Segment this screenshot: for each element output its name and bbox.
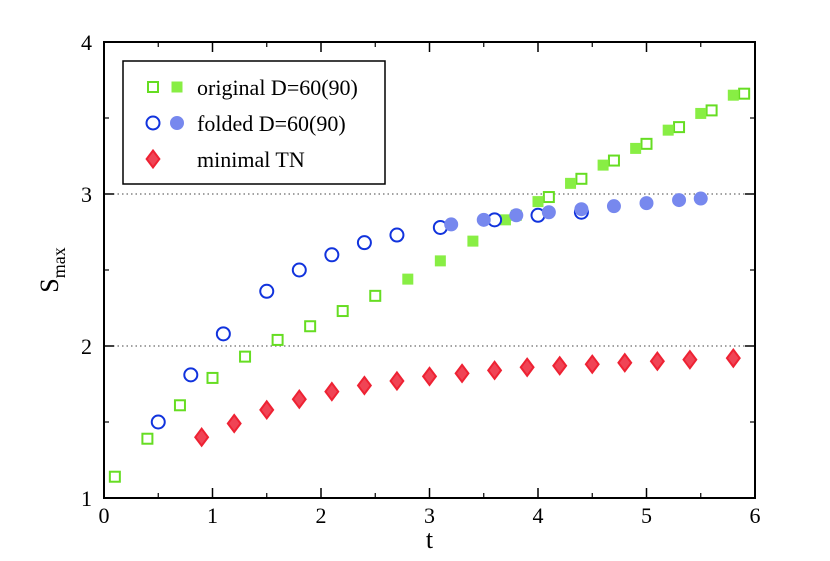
point-folded-d-60: [356, 235, 372, 251]
series-original-d-60: [108, 87, 751, 483]
legend-symbol: [171, 81, 183, 93]
y-axis-label: Smax: [35, 247, 69, 292]
point-minimal-tn: [259, 399, 275, 421]
legend-label-minimal-tn: minimal TN: [197, 147, 305, 172]
legend-symbol: [147, 81, 159, 93]
point-minimal-tn: [454, 363, 470, 384]
x-tick-label: 4: [533, 503, 544, 528]
point-folded-d-90: [444, 217, 459, 232]
series-minimal-tn: [194, 347, 741, 448]
series-original-d-90: [402, 89, 739, 285]
point-minimal-tn: [649, 351, 665, 372]
point-minimal-tn: [389, 370, 405, 392]
point-original-d-60: [607, 154, 620, 167]
y-tick-label: 3: [81, 182, 92, 207]
point-minimal-tn: [226, 413, 242, 434]
x-tick-label: 6: [750, 503, 761, 528]
point-folded-d-90: [574, 202, 589, 217]
point-folded-d-60: [215, 326, 231, 342]
point-minimal-tn: [194, 427, 210, 448]
x-tick-label: 5: [641, 503, 652, 528]
point-original-d-60: [336, 305, 349, 318]
point-original-d-60: [738, 87, 751, 100]
point-original-d-60: [141, 432, 154, 445]
x-tick-label: 0: [99, 503, 110, 528]
legend-label-original: original D=60(90): [197, 75, 358, 100]
point-original-d-90: [597, 159, 609, 171]
y-axis-label-subscript: max: [49, 247, 69, 278]
point-folded-d-60: [259, 283, 275, 299]
point-minimal-tn: [682, 349, 698, 370]
x-axis-label: t: [426, 525, 434, 554]
point-minimal-tn: [617, 352, 633, 373]
point-folded-d-90: [476, 212, 491, 227]
point-original-d-90: [565, 177, 577, 189]
point-original-d-60: [239, 350, 252, 363]
point-original-d-90: [727, 89, 739, 101]
point-folded-d-90: [509, 208, 524, 223]
point-original-d-60: [173, 399, 186, 412]
point-original-d-60: [304, 320, 317, 333]
point-original-d-60: [108, 470, 121, 483]
point-minimal-tn: [584, 354, 600, 375]
legend-symbol: [170, 116, 184, 130]
legend-label-folded: folded D=60(90): [197, 111, 346, 136]
point-folded-d-90: [672, 193, 687, 208]
legend-symbol: [145, 148, 161, 170]
point-folded-d-90: [606, 199, 621, 214]
point-original-d-60: [705, 104, 718, 117]
point-minimal-tn: [486, 360, 503, 381]
point-original-d-60: [542, 191, 555, 204]
point-minimal-tn: [519, 357, 535, 378]
legend: original D=60(90) folded D=60(90) minima…: [122, 60, 386, 185]
point-original-d-60: [575, 172, 588, 185]
x-tick-label: 2: [316, 503, 327, 528]
x-tick-label: 3: [424, 503, 435, 528]
point-folded-d-60: [324, 247, 340, 263]
y-axis-label-main: S: [35, 278, 64, 292]
point-minimal-tn: [356, 375, 373, 396]
point-folded-d-60: [291, 262, 307, 278]
point-folded-d-60: [183, 367, 199, 383]
data-marks: [108, 87, 751, 483]
point-folded-d-60: [389, 227, 405, 243]
point-original-d-60: [271, 333, 284, 346]
point-folded-d-90: [693, 191, 708, 206]
point-folded-d-90: [639, 196, 654, 211]
axis-labels: t Smax: [35, 247, 434, 554]
legend-box: [122, 60, 386, 185]
series-folded-d-60: [150, 204, 589, 430]
point-original-d-90: [695, 107, 707, 119]
point-minimal-tn: [421, 366, 438, 387]
point-original-d-90: [532, 196, 544, 208]
point-original-d-90: [630, 142, 642, 154]
point-folded-d-60: [150, 414, 166, 430]
x-tick-label: 1: [207, 503, 218, 528]
point-original-d-60: [673, 121, 686, 134]
point-original-d-60: [640, 137, 653, 150]
point-folded-d-90: [541, 205, 556, 220]
point-minimal-tn: [552, 355, 568, 376]
y-tick-label: 4: [81, 30, 92, 55]
point-original-d-90: [662, 124, 674, 136]
y-tick-label: 1: [81, 486, 92, 511]
y-tick-label: 2: [81, 334, 92, 359]
series-folded-d-90: [444, 191, 708, 232]
point-minimal-tn: [324, 381, 340, 402]
point-minimal-tn: [291, 389, 307, 410]
point-original-d-90: [467, 235, 479, 247]
point-original-d-60: [369, 289, 382, 302]
gridlines: [104, 193, 755, 347]
point-original-d-90: [434, 255, 446, 267]
point-original-d-90: [402, 273, 414, 285]
point-original-d-60: [206, 371, 219, 384]
point-minimal-tn: [725, 347, 741, 369]
legend-symbol: [145, 115, 161, 131]
